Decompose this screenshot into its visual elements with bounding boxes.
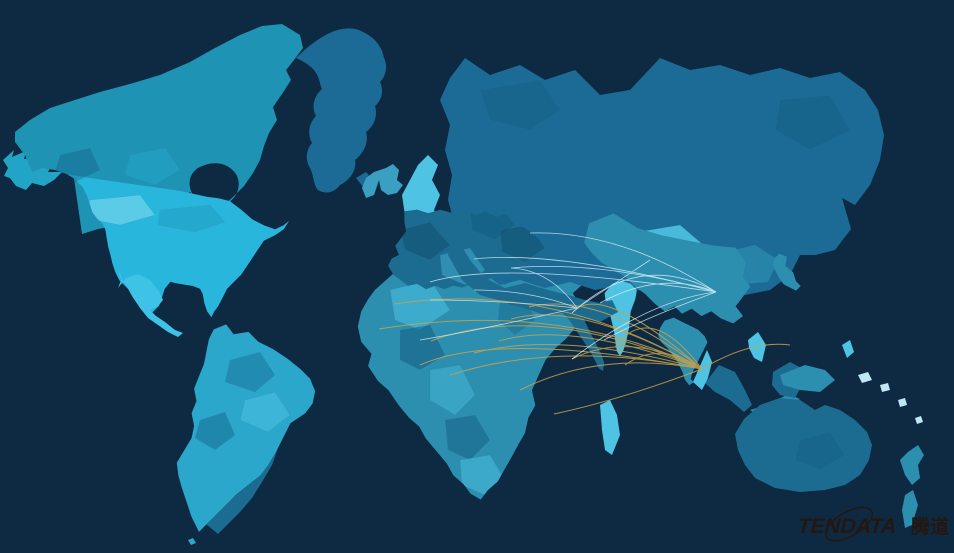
svg-text:TENDATA: TENDATA [795,514,901,538]
svg-text:腾道: 腾道 [910,515,949,538]
